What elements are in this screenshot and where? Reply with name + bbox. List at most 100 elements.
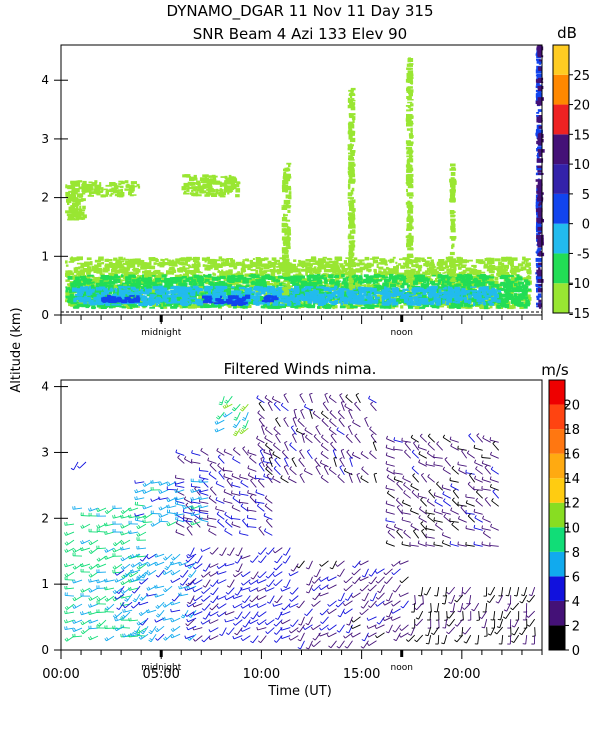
- snr-cell: [292, 280, 298, 282]
- snr-cell: [151, 296, 158, 299]
- snr-cell: [106, 284, 111, 287]
- snr-cell: [382, 292, 387, 295]
- snr-cell: [304, 287, 308, 290]
- snr-cell: [438, 288, 442, 293]
- snr-cell: [504, 303, 510, 309]
- snr-cell: [65, 264, 69, 267]
- snr-cell: [473, 302, 476, 307]
- snr-cell: [501, 269, 508, 272]
- snr-cell: [263, 302, 270, 308]
- snr-cell: [213, 288, 220, 293]
- snr-cell: [527, 272, 531, 274]
- snr-cell: [255, 269, 259, 274]
- snr-cell: [401, 283, 409, 286]
- snr-cell: [403, 289, 408, 291]
- snr-cell: [213, 263, 221, 267]
- snr-cell: [335, 274, 340, 277]
- snr-cell: [316, 286, 322, 289]
- snr-cell: [212, 177, 217, 181]
- snr-cell: [170, 280, 178, 284]
- snr-cell: [525, 303, 530, 306]
- snr-cell: [506, 281, 511, 283]
- snr-cell: [70, 256, 73, 260]
- snr-cell: [162, 301, 165, 305]
- snr-cell: [161, 274, 167, 278]
- snr-cell: [389, 307, 395, 309]
- snr-cell: [251, 264, 258, 268]
- snr-cell: [383, 286, 387, 289]
- snr-cell: [220, 291, 227, 296]
- snr-cell: [76, 193, 84, 197]
- snr-cell: [257, 260, 263, 263]
- snr-cell: [234, 184, 237, 188]
- snr-cell: [362, 302, 370, 305]
- snr-cell: [461, 259, 464, 264]
- snr-cell: [67, 200, 70, 205]
- snr-cell: [78, 286, 82, 289]
- snr-cell: [351, 261, 356, 267]
- snr-cell: [205, 186, 210, 189]
- snr-cell: [68, 261, 75, 263]
- snr-cell: [238, 294, 243, 299]
- snr-cell: [88, 281, 93, 284]
- snr-cell: [175, 294, 182, 297]
- snr-cell: [191, 264, 194, 267]
- snr-cell: [399, 296, 405, 299]
- snr-cell: [214, 266, 219, 271]
- snr-cell: [353, 291, 359, 294]
- snr-cell: [321, 295, 325, 300]
- snr-cell: [245, 278, 249, 282]
- snr-cell: [248, 264, 253, 269]
- snr-cell: [225, 185, 233, 189]
- snr-cell: [90, 261, 93, 266]
- snr-cell: [308, 304, 315, 309]
- snr-cell: [458, 260, 463, 265]
- snr-cell: [419, 280, 423, 285]
- snr-cell: [270, 271, 276, 276]
- snr-cell: [490, 285, 494, 290]
- snr-cell: [189, 300, 192, 305]
- snr-cell: [527, 289, 531, 292]
- snr-cell: [345, 262, 351, 267]
- snr-cell: [68, 190, 74, 193]
- snr-cell: [65, 273, 71, 277]
- snr-cell: [143, 271, 150, 276]
- snr-cell: [351, 294, 357, 296]
- snr-cell: [114, 288, 118, 293]
- snr-cell: [403, 295, 409, 299]
- snr-cell: [74, 297, 82, 300]
- snr-cell: [457, 257, 463, 261]
- snr-cell: [374, 289, 380, 291]
- snr-cell: [240, 267, 245, 270]
- snr-cell: [362, 301, 365, 304]
- snr-cell: [467, 294, 472, 299]
- snr-cell: [493, 283, 500, 288]
- snr-cell: [86, 270, 91, 275]
- snr-cell: [425, 283, 429, 288]
- snr-cell: [316, 263, 319, 265]
- snr-cell: [182, 305, 186, 309]
- snr-cell: [406, 284, 411, 288]
- snr-cell: [466, 259, 473, 262]
- snr-cell: [344, 289, 348, 293]
- snr-cell: [372, 288, 377, 293]
- snr-cell: [304, 262, 311, 267]
- snr-cell: [502, 282, 509, 285]
- snr-cell: [414, 278, 421, 281]
- snr-cell: [252, 258, 255, 260]
- snr-cell: [443, 289, 450, 293]
- snr-cell: [298, 276, 302, 281]
- snr-cell: [228, 264, 232, 267]
- snr-cell: [66, 195, 74, 199]
- snr-cell: [437, 262, 443, 266]
- snr-cell: [83, 189, 90, 193]
- snr-cell: [140, 264, 145, 269]
- snr-cell: [383, 268, 387, 273]
- snr-cell: [480, 293, 483, 295]
- snr-cell: [202, 174, 209, 178]
- snr-cell: [313, 297, 320, 302]
- snr-cell: [188, 265, 192, 268]
- snr-cell: [232, 275, 238, 278]
- snr-cell: [288, 290, 295, 294]
- snr-cell: [153, 282, 157, 284]
